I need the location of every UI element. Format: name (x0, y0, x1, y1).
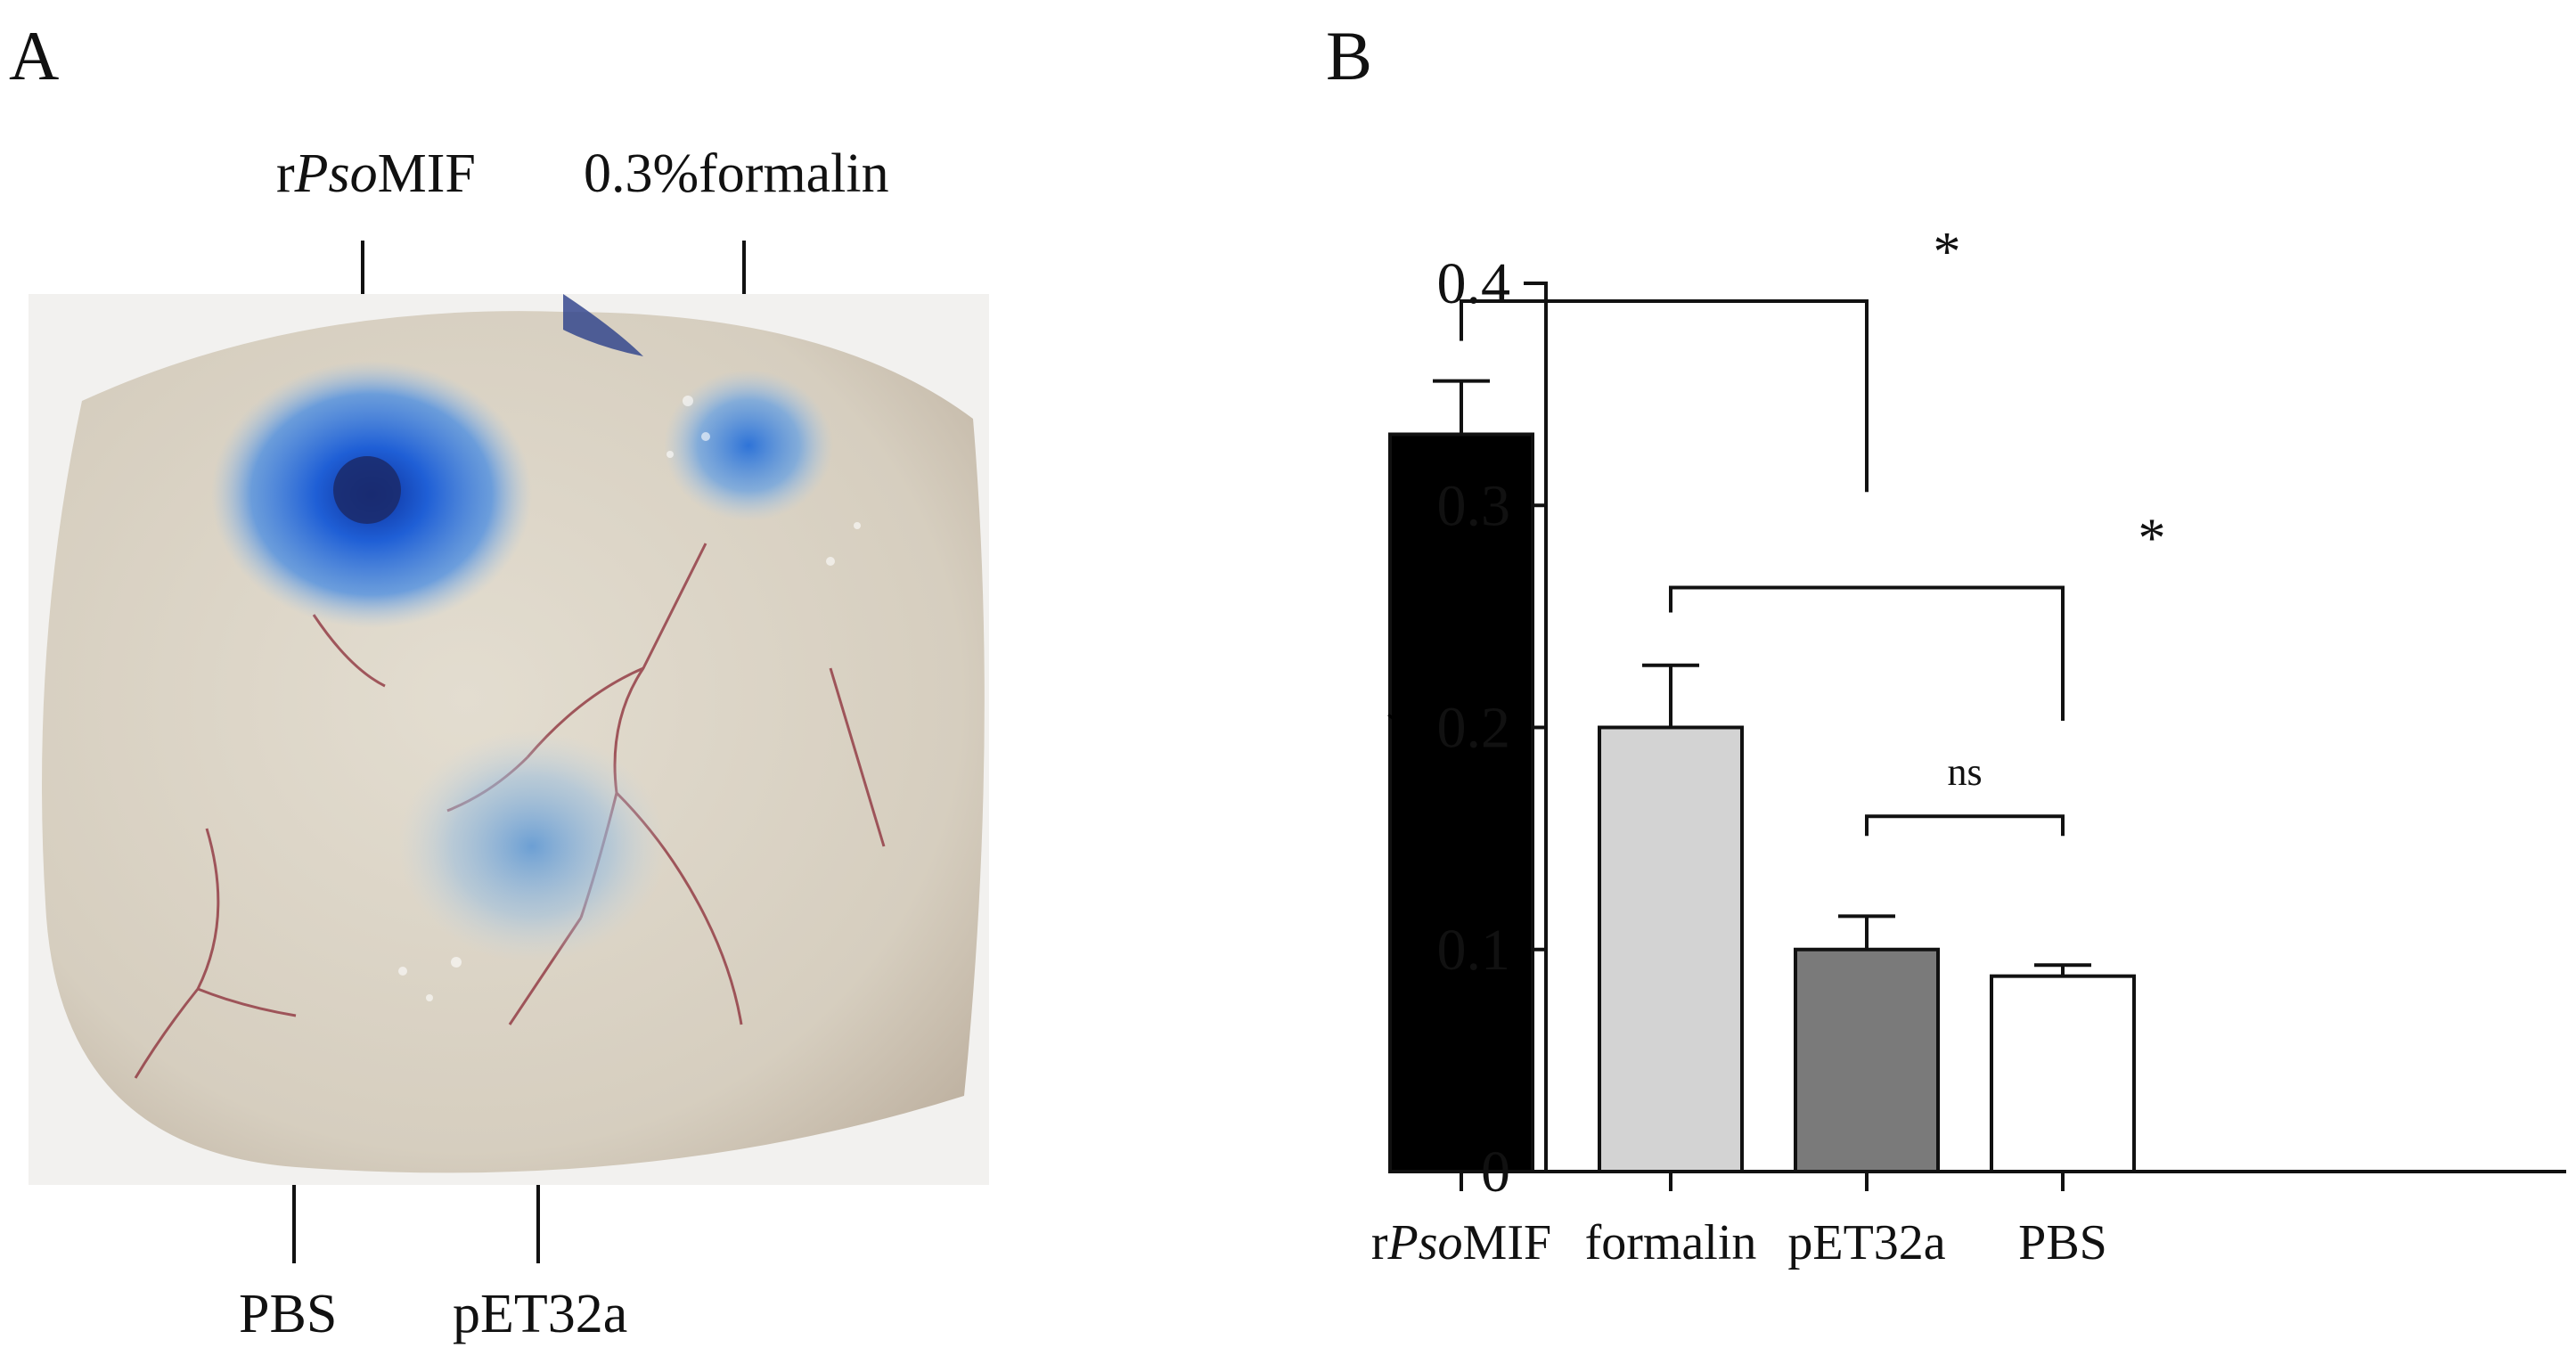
label-rpsomif: rPsoMIF (276, 143, 476, 204)
label-formalin: 0.3%formalin (584, 143, 889, 204)
significance-label-0: * (1934, 222, 1961, 282)
x-tick-label: formalin (1585, 1215, 1757, 1270)
y-tick-label: 0.4 (1437, 251, 1511, 316)
label-pet32a: pET32a (453, 1284, 628, 1344)
panel-b-label: B (1326, 17, 1373, 94)
significance-bracket-2 (1865, 814, 2065, 837)
bar-chart: * * ns 0 0.1 0.2 0.3 0.4 rPsoMIF formalin pET32a… (1372, 222, 2566, 1270)
bar-2 (1794, 947, 1940, 1173)
y-tick-label: 0.3 (1437, 473, 1511, 538)
x-tick-label: PBS (2018, 1215, 2107, 1270)
dye-spot-formalin (664, 370, 833, 521)
skin-photograph (29, 294, 989, 1185)
significance-label-1: * (2138, 508, 2166, 568)
bar-0 (1388, 432, 1534, 1173)
significance-bracket-1 (1669, 585, 2065, 722)
y-tick-label: 0 (1481, 1139, 1510, 1205)
y-axis-label: Evans blue leakage（OD 620 nm) (1386, 486, 1435, 1100)
label-pbs: PBS (239, 1284, 338, 1344)
x-tick-label: pET32a (1787, 1215, 1945, 1270)
panel-a-label: A (9, 17, 60, 94)
significance-bracket-0 (1460, 298, 1869, 493)
significance-label-2: ns (1947, 750, 1982, 794)
bar-1 (1598, 725, 1744, 1173)
y-tick-label: 0.1 (1437, 918, 1511, 983)
x-tick-label: rPsoMIF (1372, 1215, 1551, 1270)
bar-3 (1990, 974, 2136, 1173)
dye-spot-pet32a (398, 731, 666, 962)
y-tick-label: 0.2 (1437, 696, 1511, 761)
